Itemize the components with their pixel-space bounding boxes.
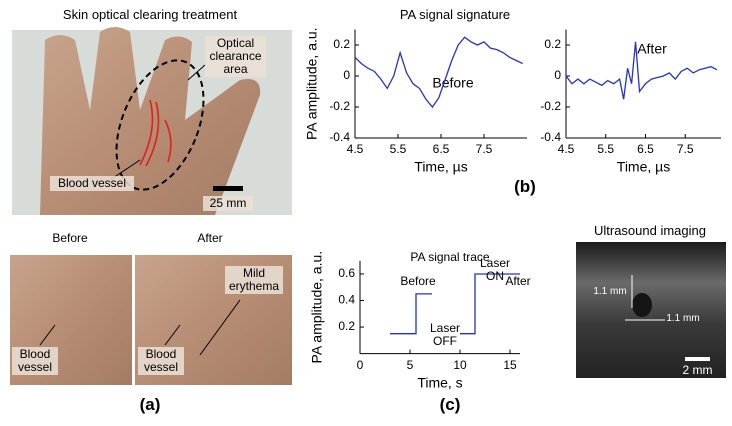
scale-label: 25 mm — [203, 196, 253, 211]
x-tick-label: 7.5 — [476, 142, 493, 156]
y-tick-label: -0.4 — [329, 130, 350, 144]
y-tick-label: -0.2 — [329, 99, 350, 113]
x-axis-label: Time, µs — [414, 159, 467, 175]
panel-title: Ultrasound imaging — [593, 223, 706, 238]
pointer — [199, 299, 241, 356]
x-tick-label: 4.5 — [347, 142, 364, 156]
x-tick-label: 6.5 — [433, 142, 450, 156]
panel-label: (b) — [514, 177, 536, 196]
panel-label: (a) — [139, 395, 161, 414]
annotation: Blood vessel — [50, 176, 134, 191]
y-tick-label: 0.2 — [338, 319, 355, 333]
panel-title: Skin optical clearing treatment — [62, 7, 238, 22]
vessel-lumen — [632, 293, 652, 317]
y-tick-label: 0.4 — [338, 293, 355, 307]
chart-title: PA signal trace — [410, 250, 489, 264]
x-tick-label: 10 — [453, 358, 467, 372]
y-tick-label: -0.4 — [540, 130, 561, 144]
annotation: Before — [432, 75, 473, 91]
signal-line — [354, 36, 523, 109]
y-tick-label: -0.2 — [540, 99, 561, 113]
dim-label: 1.1 mm — [593, 286, 627, 297]
scale-bar — [213, 186, 243, 191]
y-axis-label: PA amplitude, a.u. — [304, 27, 320, 140]
x-tick-label: 6.5 — [637, 142, 654, 156]
annotation: Laser OFF — [429, 321, 461, 348]
hand — [40, 27, 261, 215]
pointer — [164, 324, 181, 346]
annotation: Blood vessel — [12, 347, 58, 375]
y-tick-label: 0.2 — [544, 37, 561, 51]
pointer — [39, 324, 56, 346]
panel-title: PA signal signature — [399, 7, 511, 22]
x-tick-label: 7.5 — [677, 142, 694, 156]
y-tick-label: 0.6 — [338, 266, 355, 280]
blood-vessel — [139, 99, 172, 167]
photo-label: After — [197, 231, 223, 245]
x-tick-label: 4.5 — [558, 142, 575, 156]
x-axis-label: Time, s — [417, 374, 462, 390]
annotation: Mild erythema — [225, 266, 283, 294]
signal-line — [390, 273, 520, 335]
y-axis-label: PA amplitude, a.u. — [309, 251, 325, 364]
annotation: After — [505, 274, 530, 288]
pointer — [187, 64, 206, 81]
annotation: Optical clearance area — [205, 36, 266, 77]
y-tick-label: 0 — [343, 68, 350, 82]
annotation: After — [637, 41, 667, 57]
x-tick-label: 5.5 — [390, 142, 407, 156]
x-tick-label: 0 — [357, 358, 364, 372]
y-tick-label: 0.2 — [333, 37, 350, 51]
annotation: Before — [400, 274, 436, 288]
dim-label: 1.1 mm — [666, 313, 700, 324]
photo-label: Before — [52, 231, 88, 245]
scale-bar — [685, 357, 710, 361]
panel-label: (c) — [439, 395, 461, 414]
x-tick-label: 5 — [407, 358, 414, 372]
annotation: Laser ON — [479, 256, 511, 283]
x-tick-label: 5.5 — [597, 142, 614, 156]
annotation: Blood vessel — [138, 347, 184, 375]
x-tick-label: 15 — [503, 358, 517, 372]
scale-label: 2 mm — [682, 363, 713, 377]
x-axis-label: Time, µs — [617, 159, 670, 175]
y-tick-label: 0 — [554, 68, 561, 82]
signal-line — [565, 41, 718, 100]
